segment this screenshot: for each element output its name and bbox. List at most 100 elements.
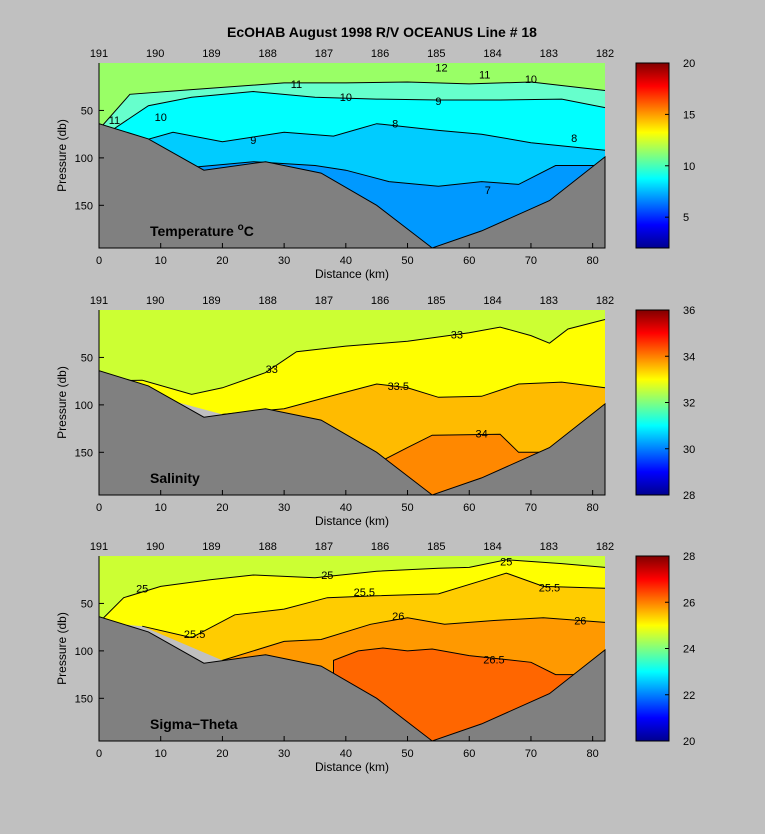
contour-line [98,90,606,140]
y-tick-label: 150 [75,200,93,212]
x-tick-label: 80 [587,502,599,514]
contour-label: 33.5 [388,381,409,393]
station-tick-label: 182 [596,48,614,60]
seafloor-shape [98,616,606,742]
y-tick-label: 150 [75,693,93,705]
y-tick-label: 50 [81,105,93,117]
y-tick-label: 50 [81,598,93,610]
contour-label: 25.5 [354,587,375,599]
colorbar-tick-label: 5 [683,212,689,224]
panel-label: Temperature oC [150,222,254,239]
y-tick-label: 150 [75,447,93,459]
contour-label: 10 [340,92,352,104]
contour-band [99,123,605,187]
contour-label: 7 [485,185,491,197]
panel-label: Sigma−Theta [150,716,238,732]
y-tick-label: 50 [81,352,93,364]
contour-label: 11 [109,115,120,127]
station-tick-label: 184 [483,48,501,60]
x-tick-label: 40 [340,502,352,514]
x-tick-label: 50 [401,502,413,514]
station-tick-label: 185 [427,48,445,60]
colorbar-tick-label: 22 [683,690,695,702]
contour-band [99,310,605,395]
panel-3: 25 25 25 25.5 25.5 25.5 26 26 26.5 0 10 20 30 40 50 60 7… [55,541,695,774]
colorbar-tick-label: 26 [683,597,695,609]
seafloor-shape [98,123,606,249]
contour-label: 33 [266,364,278,376]
x-tick-label: 70 [525,502,537,514]
station-tick-label: 191 [90,541,108,553]
colorbar-tick-label: 30 [683,444,695,456]
colorbar-tick-label: 15 [683,109,695,121]
x-tick-label: 60 [463,255,475,267]
colorbar-tick-label: 28 [683,551,695,563]
x-tick-label: 0 [96,502,102,514]
contour-band [99,63,605,130]
contour-label: 34 [475,428,487,440]
x-tick-label: 20 [216,748,228,760]
contour-label: 33 [451,330,463,342]
station-tick-label: 185 [427,295,445,307]
x-tick-label: 40 [340,255,352,267]
contour-label: 25 [500,557,512,569]
panel-label: Salinity [150,470,200,486]
x-tick-label: 10 [155,255,167,267]
colorbar-tick-label: 28 [683,490,695,502]
contour-label: 26 [392,611,404,623]
station-tick-label: 183 [540,541,558,553]
contour-line [98,559,606,623]
panel-2: 33 33 33.5 34 0 10 20 30 40 50 60 70 80 191 190 189 188 1… [55,295,695,528]
station-tick-label: 188 [258,541,276,553]
station-tick-label: 184 [483,295,501,307]
x-tick-label: 10 [155,748,167,760]
contour-label: 10 [155,112,167,124]
station-tick-label: 189 [202,48,220,60]
y-tick-label: 100 [75,646,93,658]
contour-line [98,81,606,130]
station-tick-label: 190 [146,541,164,553]
y-axis-label: Pressure (db) [55,119,69,192]
station-tick-label: 190 [146,295,164,307]
station-tick-label: 183 [540,295,558,307]
panel-label-superscript: o [238,222,244,233]
station-tick-label: 188 [258,295,276,307]
station-tick-label: 185 [427,541,445,553]
x-tick-label: 70 [525,748,537,760]
x-tick-label: 0 [96,255,102,267]
station-tick-label: 187 [315,48,333,60]
contour-label: 12 [435,63,447,75]
contour-line [222,617,606,661]
colorbar-tick-label: 24 [683,644,695,656]
station-tick-label: 191 [90,295,108,307]
x-tick-label: 50 [401,255,413,267]
x-tick-label: 40 [340,748,352,760]
contour-line [333,647,605,678]
y-axis-label: Pressure (db) [55,366,69,439]
station-tick-label: 188 [258,48,276,60]
station-tick-label: 187 [315,295,333,307]
station-tick-label: 186 [371,541,389,553]
contour-band [99,91,605,154]
contour-label: 25 [136,583,148,595]
colorbar-tick-label: 32 [683,398,695,410]
contour-band [142,573,605,661]
x-tick-label: 10 [155,502,167,514]
contour-label: 9 [250,135,256,147]
contour-line [191,161,605,187]
station-tick-label: 189 [202,541,220,553]
station-tick-label: 184 [483,541,501,553]
contour-band [99,319,605,415]
station-tick-label: 182 [596,295,614,307]
x-tick-label: 20 [216,502,228,514]
contour-band [99,82,605,139]
contour-label: 25.5 [184,629,205,641]
contour-label: 25 [321,570,333,582]
colorbar [635,309,670,496]
station-tick-label: 191 [90,48,108,60]
colorbar [635,62,670,249]
x-tick-label: 30 [278,502,290,514]
contour-line [370,433,605,467]
contour-line [142,572,606,639]
station-tick-label: 186 [371,48,389,60]
